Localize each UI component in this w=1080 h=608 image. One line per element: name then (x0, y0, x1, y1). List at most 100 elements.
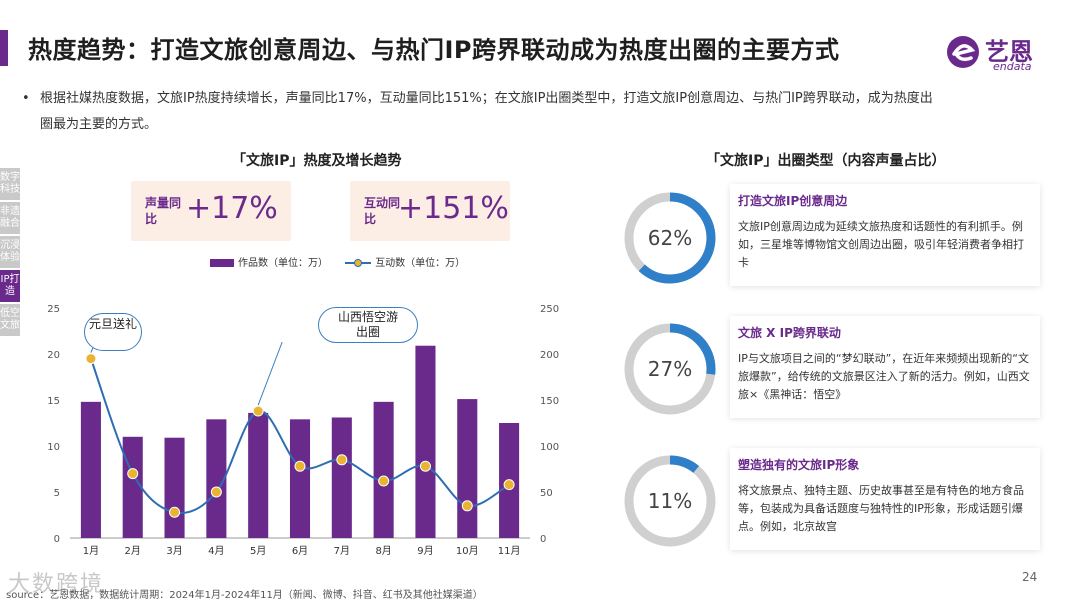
y-right-tick-2: 100 (540, 442, 559, 453)
summary-text: 根据社媒热度数据，文旅IP热度持续增长，声量同比17%，互动量同比151%；在文… (40, 91, 933, 132)
donut-arc-2 (624, 323, 716, 415)
x-tick-1: 2月 (125, 545, 141, 557)
type-card-2: 文旅 X IP跨界联动 IP与文旅项目之间的“梦幻联动”，在近年来频频出现新的“… (730, 316, 1040, 418)
bar-3月 (164, 437, 185, 538)
y-right-tick-1: 50 (540, 488, 553, 499)
y-left-tick-2: 10 (47, 442, 60, 453)
chart-legend: 作品数（单位：万） 互动数（单位：万） (210, 254, 465, 269)
type-card-3: 塑造独有的文旅IP形象 将文旅景点、独特主题、历史故事甚至是有特色的地方食品等，… (730, 448, 1040, 550)
point-7月 (336, 454, 348, 466)
callout-may-pointer (257, 341, 283, 406)
stat-box-interaction: 互动同比 +151% (350, 181, 510, 241)
legend-line-label: 互动数（单位：万） (375, 258, 466, 269)
side-tab-immersive[interactable]: 沉浸体验 (0, 236, 20, 268)
x-tick-6: 7月 (334, 545, 350, 557)
card-heading-2: 文旅 X IP跨界联动 (738, 326, 841, 340)
bar-7月 (331, 417, 352, 538)
legend-bar-label: 作品数（单位：万） (238, 258, 328, 269)
stat-label-interaction: 互动同比 (364, 196, 401, 226)
card-heading-1: 打造文旅IP创意周边 (738, 194, 848, 208)
y-right-tick-4: 200 (540, 350, 559, 361)
donut-arc-1 (624, 192, 716, 284)
bullet-dot: • (22, 91, 30, 106)
y-right-tick-0: 0 (540, 534, 546, 545)
y-left-tick-5: 25 (47, 304, 60, 315)
y-left-tick-4: 20 (47, 350, 60, 361)
endata-logo: 艺恩 endata (945, 32, 1055, 73)
bar-9月 (415, 345, 436, 538)
bar-2月 (122, 436, 143, 538)
stat-label-volume: 声量同比 (145, 196, 182, 226)
source-note: source：艺恩数据，数据统计周期：2024年1月-2024年11月（新闻、微… (6, 590, 483, 601)
point-11月 (503, 479, 515, 491)
x-tick-0: 1月 (83, 545, 99, 557)
bar-6月 (289, 419, 311, 538)
side-tab-low-altitude[interactable]: 低空文旅 (0, 304, 20, 336)
donut-ring-2 (624, 323, 716, 415)
donut-arc-3 (624, 455, 716, 547)
x-tick-10: 11月 (498, 545, 521, 557)
donut-ring-3 (624, 455, 716, 547)
point-10月 (461, 500, 473, 512)
left-chart-title: 「文旅IP」热度及增长趋势 (232, 153, 402, 169)
card-heading-3: 塑造独有的文旅IP形象 (738, 458, 860, 472)
interaction-line (89, 358, 510, 514)
side-nav: 数字科技 非遗融合 沉浸体验 IP打造 低空文旅 (0, 168, 20, 338)
bar-8月 (373, 401, 394, 538)
point-2月 (127, 468, 139, 480)
x-tick-7: 8月 (375, 545, 391, 557)
bar-1月 (80, 401, 101, 538)
callout-may: 山西悟空游出圈 (318, 307, 418, 343)
card-body-1: 文旅IP创意周边成为延续文旅热度和话题性的有利抓手。例如，三星堆等博物馆文创周边… (738, 220, 1024, 269)
y-right-tick-5: 250 (540, 304, 559, 315)
card-body-3: 将文旅景点、独特主题、历史故事甚至是有特色的地方食品等，包装成为具备话题度与独特… (738, 484, 1024, 533)
donut-ring-1 (624, 192, 716, 284)
summary-bullet: • 根据社媒热度数据，文旅IP热度持续增长，声量同比17%，互动量同比151%；… (22, 86, 940, 138)
card-body-2: IP与文旅项目之间的“梦幻联动”，在近年来频频出现新的“文旅爆款”，给传统的文旅… (738, 352, 1030, 401)
point-9月 (419, 460, 431, 472)
bar-4月 (206, 419, 227, 538)
endata-logo-icon (947, 36, 979, 68)
stat-value-interaction: +151% (398, 191, 509, 226)
logo-text-en: endata (993, 60, 1032, 73)
stat-box-volume: 声量同比 +17% (131, 181, 291, 241)
side-tab-ip[interactable]: IP打造 (0, 270, 20, 302)
y-left-tick-3: 15 (47, 396, 60, 407)
y-left-tick-1: 5 (54, 488, 60, 499)
legend-bar-swatch (210, 259, 234, 267)
side-tab-digital-tech[interactable]: 数字科技 (0, 168, 20, 200)
page-number: 24 (1022, 570, 1038, 584)
callout-jan-pointer (90, 347, 94, 353)
x-tick-5: 6月 (292, 545, 308, 557)
side-tab-heritage[interactable]: 非遗融合 (0, 202, 20, 234)
x-tick-3: 4月 (208, 545, 224, 557)
watermark: 大数跨境 (8, 572, 105, 597)
y-left-tick-0: 0 (54, 534, 60, 545)
logo-text-cn: 艺恩 (985, 38, 1033, 66)
x-tick-4: 5月 (250, 545, 266, 557)
point-6月 (294, 460, 306, 472)
donut-3: 11% (622, 453, 718, 549)
bar-10月 (457, 399, 478, 538)
donut-percent-2: 27% (647, 357, 693, 381)
stat-value-volume: +17% (186, 191, 278, 226)
x-tick-8: 9月 (417, 545, 433, 557)
point-3月 (169, 506, 181, 518)
point-4月 (210, 486, 222, 498)
point-1月 (85, 353, 97, 365)
point-5月 (252, 405, 264, 417)
donut-2: 27% (622, 321, 718, 417)
x-tick-9: 10月 (456, 545, 479, 557)
page-title: 热度趋势：打造文旅创意周边、与热门IP跨界联动成为热度出圈的主要方式 (28, 36, 840, 64)
legend-line-swatch (345, 259, 372, 267)
right-chart-title: 「文旅IP」出圈类型（内容声量占比） (706, 153, 946, 169)
y-right-tick-3: 150 (540, 396, 559, 407)
donut-1: 62% (622, 190, 718, 286)
x-tick-2: 3月 (166, 545, 182, 557)
bar-5月 (248, 412, 269, 538)
donut-percent-3: 11% (647, 489, 693, 513)
point-8月 (378, 475, 390, 487)
title-accent-bar (0, 30, 8, 66)
callout-jan: 元旦送礼 (84, 313, 142, 351)
